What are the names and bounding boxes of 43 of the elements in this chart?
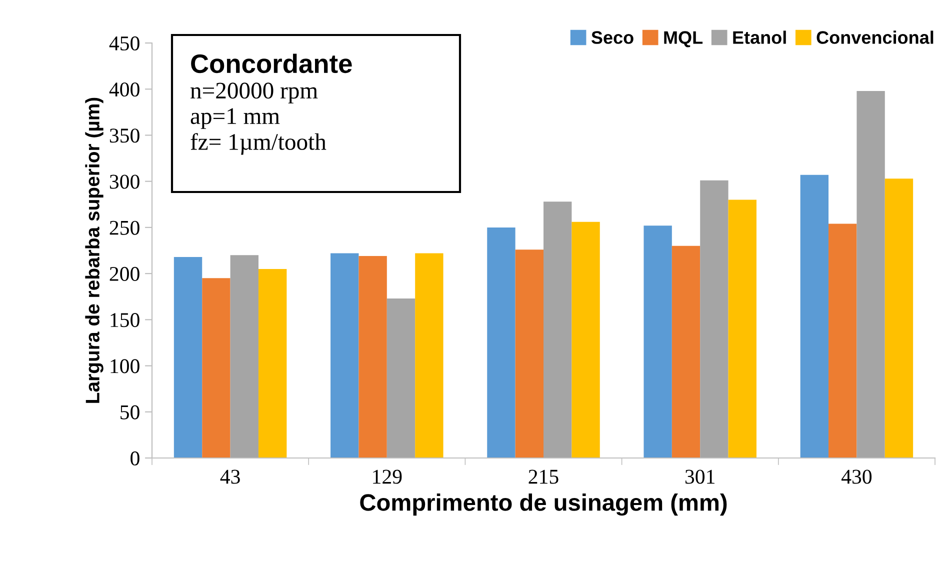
bar [828, 224, 857, 458]
y-tick-label: 300 [110, 174, 140, 189]
bar [386, 298, 416, 458]
x-tick-label: 430 [841, 470, 872, 484]
bar [544, 202, 572, 458]
x-tick-label: 129 [373, 470, 402, 484]
y-axis-title: Largura de rebarba superior (µm) [85, 98, 104, 403]
annotation: n=20000 rpm ap=1 mm fz= 1µm/tooth [190, 82, 326, 155]
bar [856, 90, 885, 458]
bar [700, 180, 728, 458]
x-tick-label: 43 [220, 470, 240, 484]
bar [258, 268, 287, 458]
bar [800, 174, 829, 458]
bar [487, 227, 516, 458]
bar [572, 222, 600, 458]
bar [358, 256, 387, 458]
y-tick-label: 50 [120, 405, 140, 420]
bar [330, 253, 359, 458]
bar [884, 178, 914, 458]
x-tick-label: 215 [528, 470, 558, 484]
bar [728, 200, 756, 458]
y-tick-label: 350 [110, 128, 140, 143]
annotation: Concordante [191, 54, 352, 74]
y-tick-label: 450 [109, 36, 140, 50]
y-tick-label: 250 [110, 220, 140, 235]
y-tick-label: 0 [130, 451, 140, 466]
bar [672, 246, 700, 458]
bar [415, 253, 444, 458]
x-axis-title: Comprimento de usinagem (mm) [360, 494, 727, 516]
legend-label: Convencional [816, 30, 934, 44]
y-tick-label: 150 [110, 313, 140, 328]
bar [515, 250, 544, 458]
bar [230, 255, 258, 458]
y-tick-label: 400 [109, 82, 140, 97]
bar [644, 226, 672, 458]
legend-label: MQL [664, 31, 703, 48]
legend-label: Seco [591, 31, 634, 44]
x-tick-label: 301 [685, 470, 714, 484]
y-tick-label: 100 [110, 359, 140, 374]
y-tick-label: 200 [110, 266, 140, 281]
bar [174, 256, 202, 458]
bar [202, 278, 230, 458]
legend-label: Etanol [733, 30, 786, 44]
